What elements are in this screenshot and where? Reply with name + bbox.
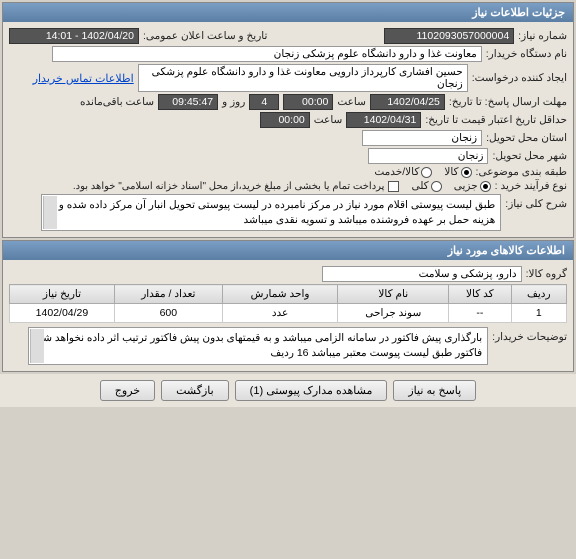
days-value: 4 bbox=[249, 94, 279, 110]
buy-type-label: نوع فرآیند خرید : bbox=[495, 180, 567, 192]
table-header-row: ردیف کد کالا نام کالا واحد شمارش تعداد /… bbox=[10, 285, 567, 304]
org-value: معاونت غذا و دارو دانشگاه علوم پزشکی زنج… bbox=[52, 46, 482, 62]
city-label: شهر محل تحویل: bbox=[492, 150, 567, 162]
goods-table: ردیف کد کالا نام کالا واحد شمارش تعداد /… bbox=[9, 284, 567, 323]
cat-label: طبقه بندی موضوعی: bbox=[476, 166, 567, 178]
desc-label: شرح کلی نیاز: bbox=[505, 194, 567, 210]
radio-full[interactable]: کلی bbox=[411, 180, 441, 192]
group-label: گروه کالا: bbox=[526, 268, 567, 280]
radio-dot-icon bbox=[431, 181, 442, 192]
radio-dot-icon bbox=[421, 167, 432, 178]
group-value: دارو، پزشکی و سلامت bbox=[322, 266, 522, 282]
treasury-checkbox[interactable] bbox=[388, 181, 399, 192]
buyer-note-label: توضیحات خریدار: bbox=[492, 327, 567, 343]
need-no-label: شماره نیاز: bbox=[518, 30, 567, 42]
need-details-panel: جزئیات اطلاعات نیاز شماره نیاز: 11020930… bbox=[2, 2, 574, 238]
radio-dot-icon bbox=[461, 167, 472, 178]
remain-label: ساعت باقی‌مانده bbox=[80, 96, 154, 108]
resp-deadline-label: مهلت ارسال پاسخ: تا تاریخ: bbox=[449, 96, 567, 108]
attachments-button[interactable]: مشاهده مدارک پیوستی (1) bbox=[235, 380, 388, 401]
cell-name: سوند جراحی bbox=[338, 304, 449, 323]
exit-button[interactable]: خروج bbox=[100, 380, 155, 401]
scrollbar[interactable] bbox=[30, 329, 44, 362]
button-row: پاسخ به نیاز مشاهده مدارک پیوستی (1) باز… bbox=[0, 374, 576, 407]
col-code: کد کالا bbox=[449, 285, 511, 304]
radio-full-label: کلی bbox=[411, 180, 428, 192]
panel-body: شماره نیاز: 1102093057000004 تاریخ و ساع… bbox=[3, 22, 573, 237]
buyer-note-box[interactable]: بارگذاری پیش فاکتور در سامانه الزامی میب… bbox=[28, 327, 488, 364]
radio-partial-label: جزیی bbox=[454, 180, 478, 192]
col-date: تاریخ نیاز bbox=[10, 285, 115, 304]
col-unit: واحد شمارش bbox=[222, 285, 338, 304]
radio-goods-label: کالا bbox=[444, 166, 458, 178]
radio-service-label: کالا/خدمت bbox=[374, 166, 419, 178]
panel2-title: اطلاعات کالاهای مورد نیاز bbox=[3, 241, 573, 260]
goods-info-panel: اطلاعات کالاهای مورد نیاز گروه کالا: دار… bbox=[2, 240, 574, 371]
reply-button[interactable]: پاسخ به نیاز bbox=[393, 380, 476, 401]
col-name: نام کالا bbox=[338, 285, 449, 304]
scrollbar[interactable] bbox=[43, 196, 57, 229]
radio-dot-icon bbox=[480, 181, 491, 192]
need-no-value: 1102093057000004 bbox=[384, 28, 514, 44]
valid-time: 00:00 bbox=[260, 112, 310, 128]
back-button[interactable]: بازگشت bbox=[161, 380, 229, 401]
cell-n: 1 bbox=[511, 304, 566, 323]
cell-code: -- bbox=[449, 304, 511, 323]
desc-text: طبق لیست پیوستی اقلام مورد نیاز در مرکز … bbox=[59, 199, 496, 226]
creator-label: ایجاد کننده درخواست: bbox=[472, 72, 567, 84]
col-qty: تعداد / مقدار bbox=[114, 285, 222, 304]
contact-link[interactable]: اطلاعات تماس خریدار bbox=[33, 72, 134, 85]
radio-service[interactable]: کالا/خدمت bbox=[374, 166, 432, 178]
day-label: روز و bbox=[222, 96, 245, 108]
cell-date: 1402/04/29 bbox=[10, 304, 115, 323]
cell-qty: 600 bbox=[114, 304, 222, 323]
resp-date: 1402/04/25 bbox=[370, 94, 445, 110]
pay-note: پرداخت تمام یا بخشی از مبلغ خرید،از محل … bbox=[73, 181, 385, 192]
cell-unit: عدد bbox=[222, 304, 338, 323]
org-label: نام دستگاه خریدار: bbox=[486, 48, 567, 60]
panel2-body: گروه کالا: دارو، پزشکی و سلامت ردیف کد ک… bbox=[3, 260, 573, 370]
prov-value: زنجان bbox=[362, 130, 482, 146]
creator-value: حسین افشاری کارپرداز دارویی معاونت غذا و… bbox=[138, 64, 468, 92]
col-row: ردیف bbox=[511, 285, 566, 304]
remain-time: 09:45:47 bbox=[158, 94, 218, 110]
prov-label: استان محل تحویل: bbox=[486, 132, 567, 144]
table-row[interactable]: 1 -- سوند جراحی عدد 600 1402/04/29 bbox=[10, 304, 567, 323]
radio-partial[interactable]: جزیی bbox=[454, 180, 491, 192]
buyer-note-text: بارگذاری پیش فاکتور در سامانه الزامی میب… bbox=[38, 332, 482, 359]
saat-label-2: ساعت bbox=[314, 114, 343, 126]
saat-label-1: ساعت bbox=[337, 96, 366, 108]
valid-label: حداقل تاریخ اعتبار قیمت تا تاریخ: bbox=[425, 114, 567, 126]
pub-date-value: 1402/04/20 - 14:01 bbox=[9, 28, 139, 44]
resp-time: 00:00 bbox=[283, 94, 333, 110]
panel-title: جزئیات اطلاعات نیاز bbox=[3, 3, 573, 22]
pub-date-label: تاریخ و ساعت اعلان عمومی: bbox=[143, 30, 267, 42]
radio-goods[interactable]: کالا bbox=[444, 166, 471, 178]
valid-date: 1402/04/31 bbox=[346, 112, 421, 128]
desc-textarea[interactable]: طبق لیست پیوستی اقلام مورد نیاز در مرکز … bbox=[41, 194, 501, 231]
city-value: زنجان bbox=[368, 148, 488, 164]
